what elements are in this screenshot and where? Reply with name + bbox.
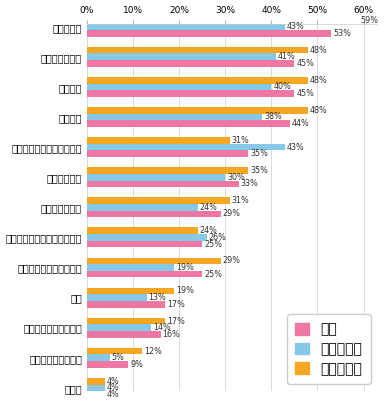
Bar — [87, 227, 197, 234]
Bar — [87, 144, 285, 150]
Text: 29%: 29% — [222, 257, 240, 265]
Text: 16%: 16% — [162, 330, 180, 339]
Text: 31%: 31% — [232, 196, 250, 205]
Text: 35%: 35% — [250, 166, 268, 175]
Text: 13%: 13% — [149, 293, 166, 302]
Text: 40%: 40% — [273, 82, 291, 91]
Bar — [87, 264, 174, 271]
Text: 4%: 4% — [107, 383, 120, 392]
Text: 44%: 44% — [291, 119, 310, 128]
Bar — [87, 257, 220, 264]
Bar — [87, 288, 174, 294]
Legend: 全体, 配偶者あり, 配偶者なし: 全体, 配偶者あり, 配偶者なし — [287, 314, 371, 384]
Bar — [87, 241, 202, 247]
Text: 17%: 17% — [167, 317, 185, 326]
Text: 33%: 33% — [241, 179, 259, 188]
Bar — [87, 137, 230, 144]
Bar — [87, 23, 285, 30]
Text: 17%: 17% — [167, 300, 185, 309]
Bar — [87, 294, 147, 301]
Bar — [87, 354, 110, 361]
Text: 26%: 26% — [209, 233, 227, 242]
Text: 45%: 45% — [296, 59, 314, 68]
Text: 4%: 4% — [107, 390, 120, 399]
Bar — [87, 47, 308, 53]
Text: 48%: 48% — [310, 76, 328, 85]
Text: 31%: 31% — [232, 136, 250, 145]
Text: 53%: 53% — [333, 29, 351, 38]
Bar — [87, 318, 165, 324]
Bar — [87, 17, 359, 23]
Bar — [87, 90, 295, 97]
Bar — [87, 114, 262, 120]
Text: 5%: 5% — [112, 353, 124, 362]
Bar — [87, 385, 105, 391]
Bar — [87, 271, 202, 278]
Text: 59%: 59% — [361, 16, 379, 25]
Bar — [87, 53, 276, 60]
Text: 4%: 4% — [107, 377, 120, 386]
Text: 19%: 19% — [176, 263, 194, 272]
Bar — [87, 391, 105, 398]
Bar — [87, 77, 308, 84]
Text: 25%: 25% — [204, 269, 222, 279]
Bar — [87, 84, 271, 90]
Text: 14%: 14% — [153, 323, 171, 332]
Text: 48%: 48% — [310, 46, 328, 55]
Text: 30%: 30% — [227, 173, 245, 182]
Bar — [87, 301, 165, 307]
Bar — [87, 30, 331, 37]
Bar — [87, 348, 142, 354]
Text: 38%: 38% — [264, 112, 282, 122]
Text: 12%: 12% — [144, 347, 162, 356]
Bar — [87, 234, 207, 241]
Bar — [87, 60, 295, 67]
Bar — [87, 167, 248, 174]
Bar — [87, 378, 105, 385]
Bar — [87, 324, 151, 331]
Text: 19%: 19% — [176, 286, 194, 295]
Bar — [87, 181, 239, 187]
Text: 29%: 29% — [222, 209, 240, 219]
Bar — [87, 210, 220, 217]
Bar — [87, 361, 128, 368]
Text: 9%: 9% — [130, 360, 143, 369]
Bar — [87, 204, 197, 210]
Text: 24%: 24% — [199, 203, 217, 212]
Bar — [87, 174, 225, 181]
Text: 48%: 48% — [310, 106, 328, 115]
Text: 25%: 25% — [204, 240, 222, 248]
Text: 41%: 41% — [278, 52, 296, 61]
Text: 35%: 35% — [250, 149, 268, 158]
Bar — [87, 120, 290, 127]
Text: 24%: 24% — [199, 226, 217, 235]
Text: 43%: 43% — [287, 143, 305, 152]
Text: 43%: 43% — [287, 22, 305, 31]
Bar — [87, 198, 230, 204]
Bar — [87, 331, 161, 338]
Bar — [87, 150, 248, 157]
Text: 45%: 45% — [296, 89, 314, 98]
Bar — [87, 107, 308, 114]
